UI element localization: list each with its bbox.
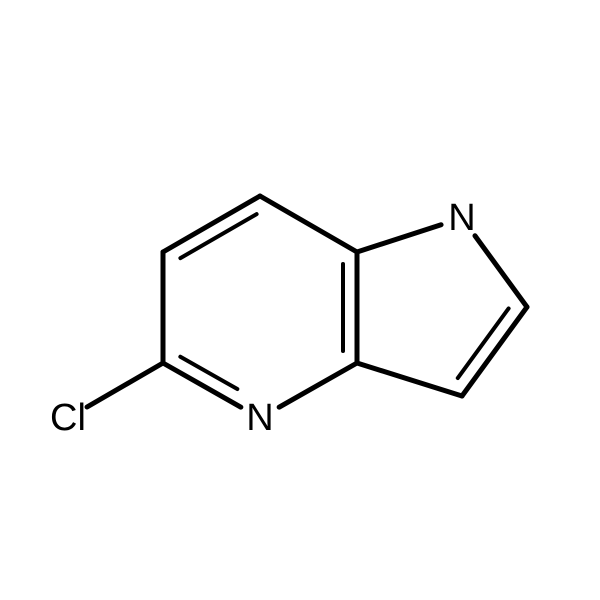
atom-label-cl: Cl (50, 397, 86, 439)
atom-label-n5: N (448, 197, 475, 239)
atom-label-n2: N (246, 397, 273, 439)
chemical-structure: Cl N N (0, 0, 600, 600)
